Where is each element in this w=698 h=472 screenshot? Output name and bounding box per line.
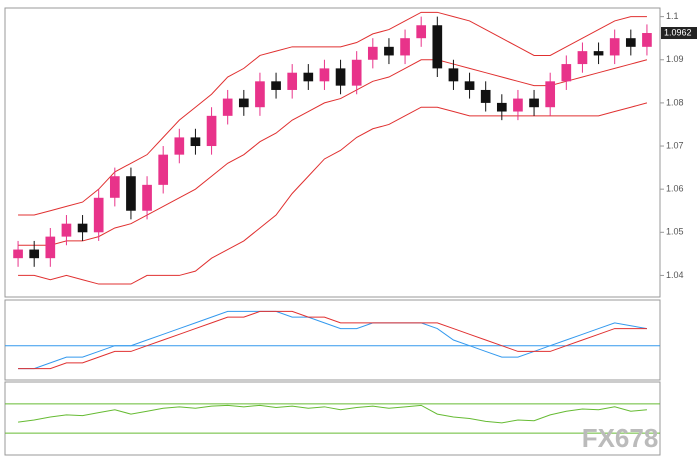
candle-body [480, 89, 491, 103]
candle-body [303, 72, 314, 82]
candle-body [142, 184, 152, 211]
candle-body [367, 46, 378, 60]
y-tick-label: 1.05 [666, 227, 684, 237]
series-line [18, 310, 647, 370]
candle-body [642, 33, 652, 47]
series-line [18, 102, 648, 285]
candle-body [29, 249, 40, 259]
candle-body [319, 68, 330, 82]
candle-body [529, 98, 539, 108]
candle-body [45, 236, 56, 259]
y-tick-label: 1.04 [666, 270, 684, 280]
series-line [18, 310, 648, 370]
candle-body [77, 223, 88, 233]
candle-body [206, 115, 217, 147]
candle-body [625, 38, 636, 47]
last-price-tag [661, 27, 697, 40]
y-tick-label: 1.07 [666, 140, 684, 150]
pane [4, 299, 661, 381]
candle-body [271, 81, 281, 90]
candle-body [190, 137, 201, 147]
candle-body [609, 38, 620, 56]
y-tick-label: 1.06 [666, 184, 684, 194]
candle-body [400, 38, 410, 56]
series-line [18, 11, 647, 216]
candle-body [238, 98, 249, 108]
candle-body [496, 102, 507, 112]
candle-body [126, 176, 136, 211]
pane [4, 7, 661, 298]
candle-body [158, 154, 169, 185]
y-tick-label: 1.1 [666, 11, 679, 21]
candle-body [174, 137, 185, 155]
candle-body [593, 51, 604, 56]
candle-body [561, 64, 572, 82]
y-tick-label: 1.08 [666, 97, 684, 107]
candle-body [109, 176, 120, 198]
candle-body [545, 81, 556, 108]
candle-body [577, 51, 588, 65]
candle-body [416, 25, 427, 39]
candle-body [93, 197, 104, 233]
pane [4, 381, 661, 456]
candle-body [384, 46, 394, 56]
candle-body [432, 25, 443, 69]
last-price-label: 1.0962 [664, 27, 692, 37]
series-line [18, 59, 648, 246]
candle-body [448, 68, 459, 82]
candle-body [61, 223, 72, 237]
y-tick-label: 1.09 [666, 54, 684, 64]
candle-body [255, 81, 265, 108]
watermark: FX678 [582, 423, 659, 453]
candle-body [222, 98, 233, 116]
candle-body [287, 72, 298, 90]
candle-body [513, 98, 523, 112]
series-line [17, 404, 647, 424]
candle-body [335, 68, 346, 86]
candle-body [464, 81, 475, 90]
candle-body [351, 59, 362, 86]
candle-body [13, 249, 23, 259]
